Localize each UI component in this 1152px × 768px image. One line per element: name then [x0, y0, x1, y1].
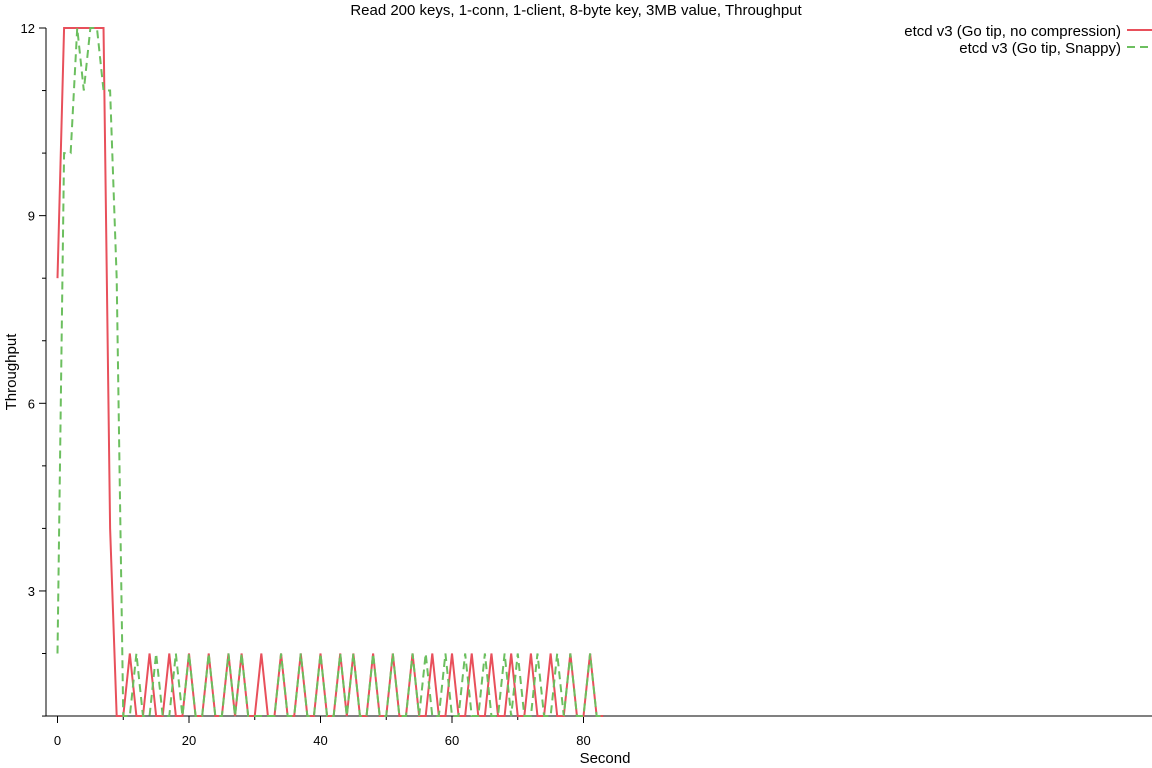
series-line-snappy: [56, 27, 604, 718]
series-line-no-compression: [56, 27, 604, 718]
y-axis-title: Throughput: [3, 333, 20, 411]
y-tick-label: 6: [28, 396, 35, 411]
legend: etcd v3 (Go tip, no compression)etcd v3 …: [904, 23, 1152, 57]
y-tick-label: 3: [28, 584, 35, 599]
x-tick-label: 80: [576, 733, 590, 748]
x-tick-label: 20: [182, 733, 196, 748]
x-axis-title: Second: [580, 750, 631, 767]
x-tick-label: 60: [445, 733, 459, 748]
chart-title: Read 200 keys, 1-conn, 1-client, 8-byte …: [350, 2, 802, 19]
x-tick-label: 40: [313, 733, 327, 748]
legend-label: etcd v3 (Go tip, no compression): [904, 23, 1121, 40]
axes: [45, 28, 1152, 717]
legend-label: etcd v3 (Go tip, Snappy): [959, 40, 1121, 57]
y-tick-label: 12: [21, 21, 35, 36]
y-tick-label: 9: [28, 209, 35, 224]
x-axis-ticks: 0 20 40 60 80: [54, 716, 591, 748]
y-axis-ticks: 3 6 9 12: [21, 21, 46, 717]
series-layer: [56, 27, 604, 718]
x-tick-label: 0: [54, 733, 61, 748]
